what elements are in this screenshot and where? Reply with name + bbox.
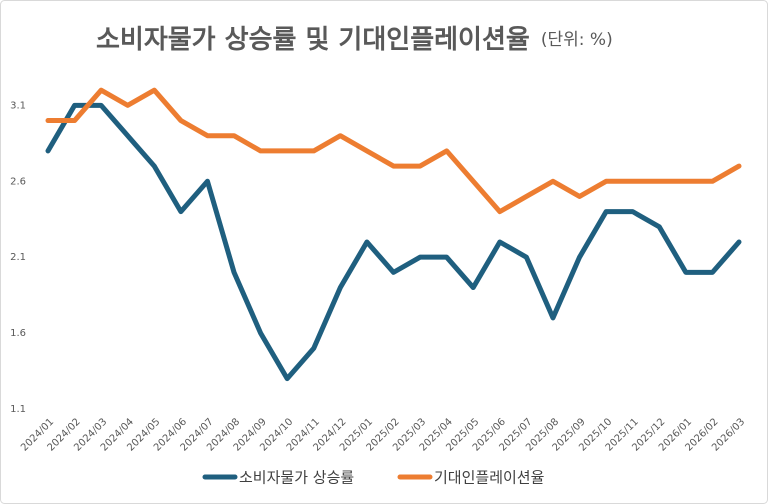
y-tick-label: 3.1 [10,100,26,111]
legend-label: 소비자물가 상승률 [239,469,354,487]
y-tick-label: 2.1 [10,252,26,263]
chart-subtitle: (단위: %) [541,30,613,50]
chart-title-group: 소비자물가 상승률 및 기대인플레이션율 (단위: %) [96,25,613,55]
series-line [45,102,742,382]
series-line [45,87,742,215]
y-tick-label: 2.6 [10,176,26,187]
legend-label: 기대인플레이션율 [434,469,544,487]
y-tick-label: 1.6 [10,328,26,339]
y-tick-label: 1.1 [10,404,26,415]
chart-title: 소비자물가 상승률 및 기대인플레이션율 [96,25,530,55]
